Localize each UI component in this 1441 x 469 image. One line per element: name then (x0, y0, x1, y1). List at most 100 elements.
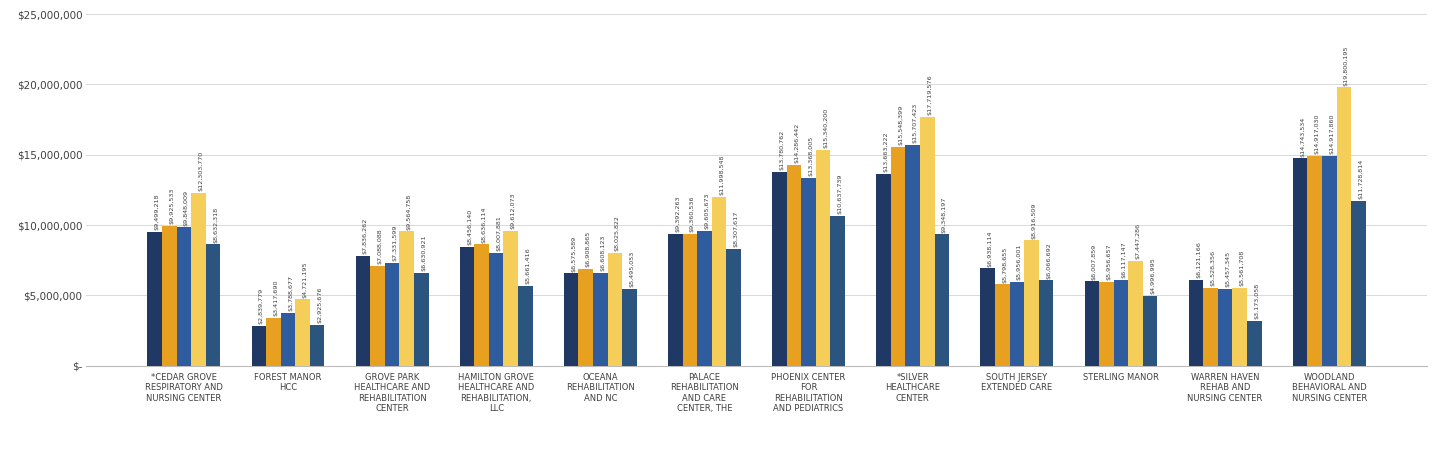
Bar (816, 150, 830, 366)
Bar (1025, 241, 1039, 366)
Text: $8,636,114: $8,636,114 (481, 206, 487, 242)
Text: $5,561,708: $5,561,708 (1239, 250, 1245, 286)
Bar (1128, 261, 1143, 366)
Text: $15,548,399: $15,548,399 (898, 105, 904, 145)
Bar (1114, 280, 1128, 366)
Text: $3,173,058: $3,173,058 (1254, 283, 1259, 319)
Bar (177, 227, 192, 366)
Bar (1085, 281, 1099, 366)
Bar (1232, 287, 1246, 366)
Text: $19,800,195: $19,800,195 (1344, 45, 1349, 85)
Text: $5,457,345: $5,457,345 (1225, 251, 1231, 287)
Text: $6,575,589: $6,575,589 (571, 235, 576, 272)
Bar (519, 286, 533, 366)
Bar (1246, 321, 1261, 366)
Text: $9,612,073: $9,612,073 (510, 192, 516, 229)
Bar (712, 197, 726, 366)
Text: $7,836,262: $7,836,262 (363, 218, 367, 254)
Bar (669, 234, 683, 366)
Text: $3,788,677: $3,788,677 (288, 275, 293, 311)
Text: $5,661,416: $5,661,416 (526, 248, 530, 285)
Text: $7,088,088: $7,088,088 (378, 229, 382, 265)
Text: $9,925,533: $9,925,533 (169, 188, 174, 225)
Text: $5,528,356: $5,528,356 (1210, 250, 1216, 287)
Bar (1039, 280, 1053, 366)
Text: $2,925,676: $2,925,676 (317, 287, 323, 323)
Bar (830, 216, 844, 366)
Text: $10,637,739: $10,637,739 (837, 174, 843, 214)
Bar (623, 288, 637, 366)
Text: $4,721,195: $4,721,195 (303, 261, 307, 298)
Text: $12,303,770: $12,303,770 (199, 151, 203, 191)
Text: $11,998,548: $11,998,548 (719, 155, 723, 195)
Bar (1321, 156, 1336, 366)
Text: $7,447,286: $7,447,286 (1136, 223, 1141, 259)
Bar (281, 312, 295, 366)
Bar (161, 226, 177, 366)
Text: $5,495,053: $5,495,053 (630, 250, 634, 287)
Bar (726, 249, 741, 366)
Text: $8,916,509: $8,916,509 (1032, 202, 1036, 239)
Text: $5,956,001: $5,956,001 (1017, 244, 1022, 280)
Bar (267, 318, 281, 366)
Bar (772, 172, 787, 366)
Bar (1189, 280, 1203, 366)
Text: $9,499,218: $9,499,218 (154, 194, 160, 230)
Text: $8,025,822: $8,025,822 (615, 215, 620, 251)
Text: $15,707,423: $15,707,423 (912, 103, 918, 143)
Bar (683, 234, 697, 366)
Text: $6,608,123: $6,608,123 (601, 235, 605, 271)
Text: $6,121,166: $6,121,166 (1196, 241, 1200, 278)
Bar (414, 272, 428, 366)
Bar (919, 116, 935, 366)
Text: $4,996,995: $4,996,995 (1150, 257, 1156, 294)
Bar (563, 273, 578, 366)
Bar (295, 299, 310, 366)
Text: $9,392,263: $9,392,263 (676, 196, 680, 232)
Bar (1293, 159, 1307, 366)
Text: $9,848,009: $9,848,009 (184, 189, 189, 226)
Text: $14,286,442: $14,286,442 (794, 123, 798, 163)
Bar (1307, 156, 1321, 366)
Bar (370, 266, 385, 366)
Bar (994, 284, 1010, 366)
Bar (935, 234, 950, 366)
Text: $13,663,222: $13,663,222 (883, 131, 889, 172)
Text: $6,630,921: $6,630,921 (421, 234, 427, 271)
Text: $11,728,814: $11,728,814 (1359, 159, 1363, 199)
Bar (1352, 201, 1366, 366)
Bar (474, 244, 488, 366)
Text: $9,564,758: $9,564,758 (406, 193, 412, 229)
Text: $9,348,197: $9,348,197 (942, 196, 947, 233)
Text: $8,007,881: $8,007,881 (496, 216, 501, 251)
Text: $5,956,657: $5,956,657 (1107, 244, 1111, 280)
Text: $9,360,536: $9,360,536 (690, 196, 695, 233)
Text: $14,917,860: $14,917,860 (1329, 114, 1334, 154)
Bar (147, 232, 161, 366)
Bar (1203, 288, 1218, 366)
Bar (891, 147, 905, 366)
Text: $8,307,617: $8,307,617 (733, 211, 739, 247)
Bar (787, 165, 801, 366)
Text: $6,908,865: $6,908,865 (585, 231, 591, 267)
Bar (1143, 295, 1157, 366)
Text: $6,938,114: $6,938,114 (987, 230, 993, 266)
Text: $6,117,147: $6,117,147 (1121, 242, 1125, 278)
Bar (697, 231, 712, 366)
Bar (399, 231, 414, 366)
Bar (801, 178, 816, 366)
Bar (980, 268, 994, 366)
Bar (594, 273, 608, 366)
Text: $13,780,762: $13,780,762 (780, 130, 784, 170)
Text: $7,331,599: $7,331,599 (392, 225, 398, 261)
Text: $6,007,859: $6,007,859 (1092, 243, 1097, 280)
Bar (252, 326, 267, 366)
Bar (503, 231, 519, 366)
Bar (905, 145, 919, 366)
Text: $2,839,779: $2,839,779 (259, 288, 264, 324)
Bar (310, 325, 324, 366)
Bar (192, 193, 206, 366)
Bar (1336, 87, 1352, 366)
Text: $14,743,534: $14,743,534 (1300, 116, 1306, 157)
Bar (385, 263, 399, 366)
